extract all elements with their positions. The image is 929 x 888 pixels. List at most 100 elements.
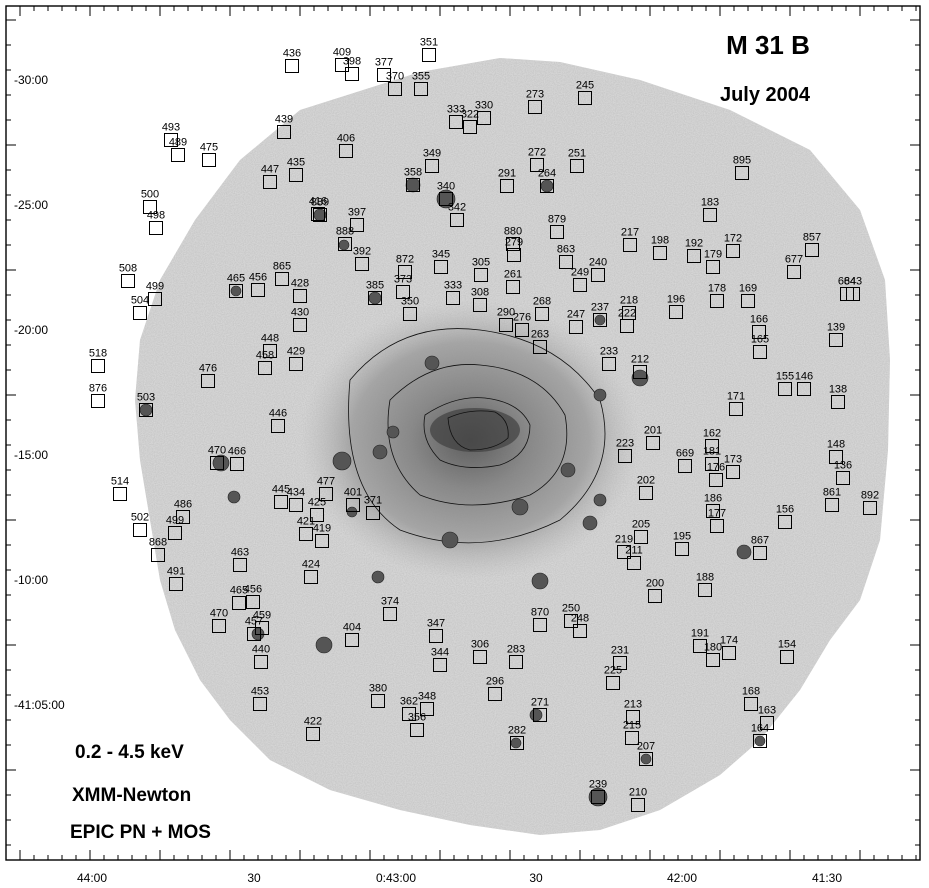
source-box bbox=[271, 419, 285, 433]
source-box bbox=[698, 583, 712, 597]
dec-tick-label: -30:00 bbox=[14, 73, 48, 87]
source-id-label: 305 bbox=[472, 257, 490, 269]
source-box bbox=[836, 471, 850, 485]
source-box bbox=[639, 486, 653, 500]
source-box bbox=[535, 307, 549, 321]
source-id-label: 453 bbox=[251, 686, 269, 698]
source-id-label: 296 bbox=[486, 676, 504, 688]
source-id-label: 475 bbox=[200, 142, 218, 154]
source-box bbox=[439, 192, 453, 206]
source-id-label: 463 bbox=[231, 547, 249, 559]
source-box bbox=[787, 265, 801, 279]
source-box bbox=[620, 319, 634, 333]
source-box bbox=[171, 148, 185, 162]
source-box bbox=[133, 523, 147, 537]
source-id-label: 148 bbox=[827, 439, 845, 451]
source-id-label: 272 bbox=[528, 147, 546, 159]
observation-date: July 2004 bbox=[720, 84, 811, 106]
source-id-label: 465 bbox=[227, 273, 245, 285]
source-box bbox=[473, 298, 487, 312]
source-id-label: 504 bbox=[131, 295, 149, 307]
source-id-label: 217 bbox=[621, 227, 639, 239]
source-id-label: 392 bbox=[353, 246, 371, 258]
source-id-label: 342 bbox=[448, 202, 466, 214]
source-id-label: 448 bbox=[261, 333, 279, 345]
source-id-label: 139 bbox=[827, 322, 845, 334]
source-id-label: 377 bbox=[375, 57, 393, 69]
source-id-label: 218 bbox=[620, 295, 638, 307]
source-box bbox=[315, 534, 329, 548]
source-id-label: 166 bbox=[750, 314, 768, 326]
source-box bbox=[293, 289, 307, 303]
dec-tick-label: -20:00 bbox=[14, 323, 48, 337]
source-id-label: 283 bbox=[507, 644, 525, 656]
source-id-label: 397 bbox=[348, 207, 366, 219]
source-id-label: 180 bbox=[704, 642, 722, 654]
source-box bbox=[550, 225, 564, 239]
source-id-label: 136 bbox=[834, 460, 852, 472]
source-box bbox=[744, 697, 758, 711]
source-box bbox=[346, 498, 360, 512]
source-box bbox=[515, 323, 529, 337]
source-id-label: 172 bbox=[724, 233, 742, 245]
source-box bbox=[148, 292, 162, 306]
source-box bbox=[434, 260, 448, 274]
source-id-label: 422 bbox=[304, 716, 322, 728]
source-id-label: 867 bbox=[751, 535, 769, 547]
source-id-label: 348 bbox=[418, 691, 436, 703]
source-box bbox=[705, 457, 719, 471]
source-box bbox=[780, 650, 794, 664]
source-id-label: 430 bbox=[291, 307, 309, 319]
source-box bbox=[829, 450, 843, 464]
source-id-label: 895 bbox=[733, 155, 751, 167]
source-id-label: 179 bbox=[704, 249, 722, 261]
source-box bbox=[263, 175, 277, 189]
source-box bbox=[797, 382, 811, 396]
source-box bbox=[403, 307, 417, 321]
source-box bbox=[593, 313, 607, 327]
source-box bbox=[752, 325, 766, 339]
ra-tick-label: 0:43:00 bbox=[376, 871, 416, 885]
source-box bbox=[368, 291, 382, 305]
source-id-label: 340 bbox=[437, 181, 455, 193]
ra-tick-label: 41:30 bbox=[812, 871, 842, 885]
source-id-label: 223 bbox=[616, 438, 634, 450]
source-id-label: 421 bbox=[297, 516, 315, 528]
source-box bbox=[533, 618, 547, 632]
source-id-label: 434 bbox=[287, 487, 305, 499]
source-id-label: 207 bbox=[637, 741, 655, 753]
source-box bbox=[233, 558, 247, 572]
source-box bbox=[149, 221, 163, 235]
source-box bbox=[143, 200, 157, 214]
source-id-label: 210 bbox=[629, 787, 647, 799]
source-id-label: 447 bbox=[261, 164, 279, 176]
source-id-label: 486 bbox=[174, 499, 192, 511]
source-id-label: 356 bbox=[408, 712, 426, 724]
source-box bbox=[319, 487, 333, 501]
source-id-label: 213 bbox=[624, 699, 642, 711]
source-box bbox=[623, 238, 637, 252]
source-box bbox=[289, 498, 303, 512]
source-box bbox=[564, 614, 578, 628]
source-box bbox=[669, 305, 683, 319]
source-box bbox=[350, 218, 364, 232]
source-box bbox=[863, 501, 877, 515]
source-box bbox=[371, 694, 385, 708]
source-id-label: 489 bbox=[169, 137, 187, 149]
ra-tick-label: 42:00 bbox=[667, 871, 697, 885]
source-id-label: 888 bbox=[336, 226, 354, 238]
source-box bbox=[429, 629, 443, 643]
source-id-label: 508 bbox=[119, 263, 137, 275]
intensity-contours bbox=[348, 328, 606, 544]
source-box bbox=[703, 208, 717, 222]
source-box bbox=[626, 710, 640, 724]
source-box bbox=[510, 736, 524, 750]
source-box bbox=[778, 382, 792, 396]
source-box bbox=[528, 100, 542, 114]
source-id-label: 156 bbox=[776, 504, 794, 516]
source-box bbox=[410, 723, 424, 737]
source-id-label: 374 bbox=[381, 596, 399, 608]
source-box bbox=[477, 111, 491, 125]
ra-tick-label: 30 bbox=[529, 871, 543, 885]
